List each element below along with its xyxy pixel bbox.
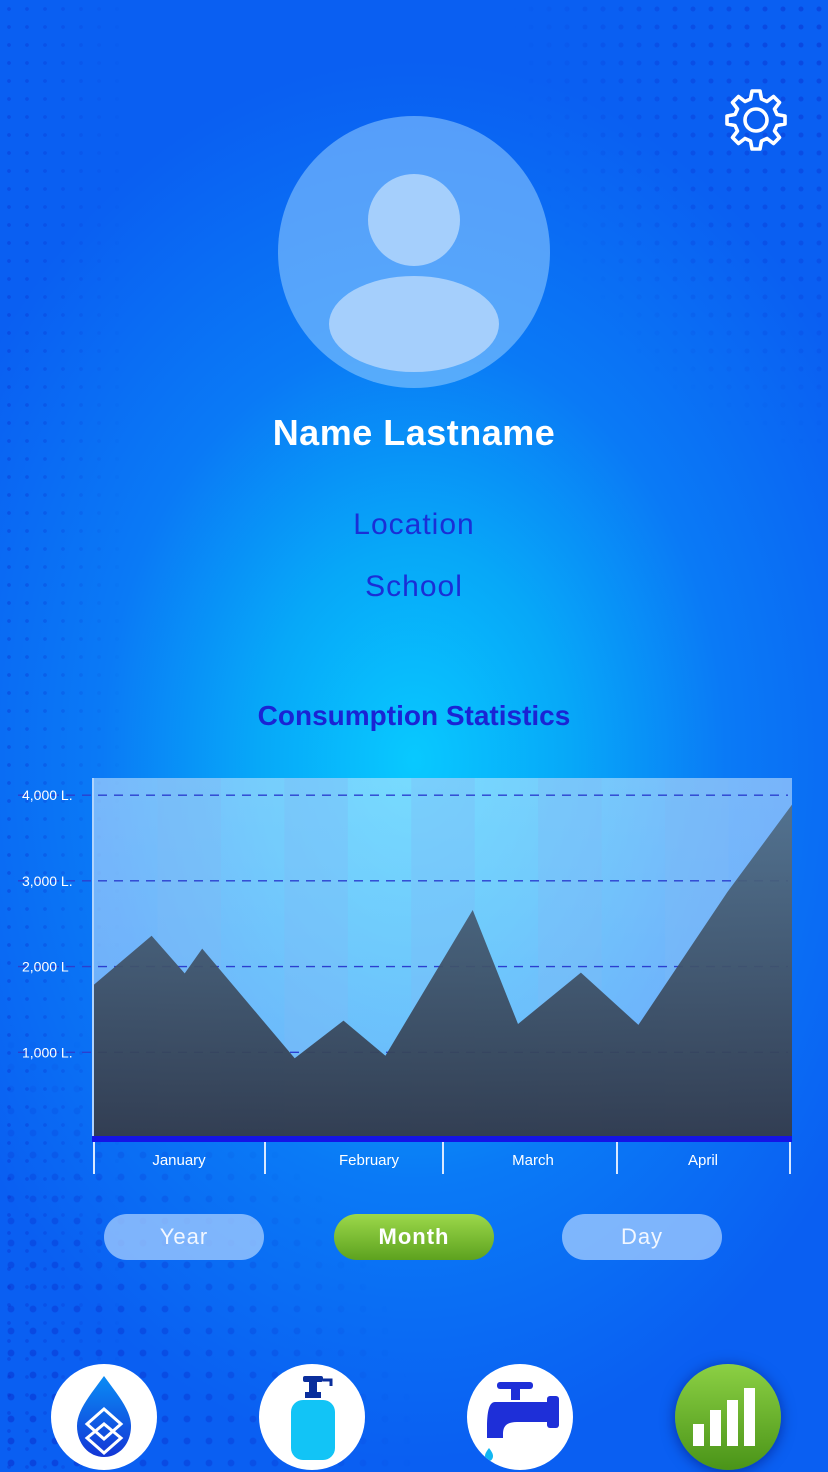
nav-water-button[interactable] <box>51 1364 157 1470</box>
nav-soap-button[interactable] <box>259 1364 365 1470</box>
period-year-button[interactable]: Year <box>104 1214 264 1260</box>
bar-chart-icon <box>693 1388 755 1446</box>
chart-x-axis <box>92 1136 792 1142</box>
water-drop-icon <box>77 1376 131 1457</box>
period-day-button[interactable]: Day <box>562 1214 722 1260</box>
settings-gear-icon[interactable] <box>722 87 790 155</box>
chart-x-tick-label: January <box>152 1152 206 1169</box>
chart-x-tick-label: April <box>688 1152 718 1169</box>
chart-y-tick-label: 4,000 L. <box>22 787 73 803</box>
nav-statistics-button[interactable] <box>675 1364 781 1470</box>
soap-dispenser-icon <box>291 1376 335 1460</box>
profile-school: School <box>365 570 463 603</box>
statistics-title: Consumption Statistics <box>257 700 571 731</box>
chart-x-tick-label: March <box>512 1152 554 1169</box>
profile-name: Name Lastname <box>272 412 556 453</box>
chart-y-tick-label: 3,000 L. <box>22 873 73 889</box>
gear-icon <box>725 89 787 151</box>
period-month-button[interactable]: Month <box>334 1214 494 1260</box>
profile-avatar[interactable] <box>278 116 550 388</box>
chart-series-area <box>94 804 792 1138</box>
nav-tap-button[interactable] <box>467 1364 573 1470</box>
chart-y-tick-label: 2,000 L <box>22 959 69 975</box>
chart-y-tick-label: 1,000 L. <box>22 1044 73 1060</box>
consumption-chart: 4,000 L. 3,000 L. 2,000 L 1,000 L. January Fe… <box>18 778 792 1174</box>
avatar-body <box>329 276 499 372</box>
profile-location: Location <box>353 508 475 541</box>
chart-x-tick-label: February <box>339 1152 400 1169</box>
avatar-head <box>368 174 460 266</box>
water-tap-icon <box>485 1382 559 1461</box>
